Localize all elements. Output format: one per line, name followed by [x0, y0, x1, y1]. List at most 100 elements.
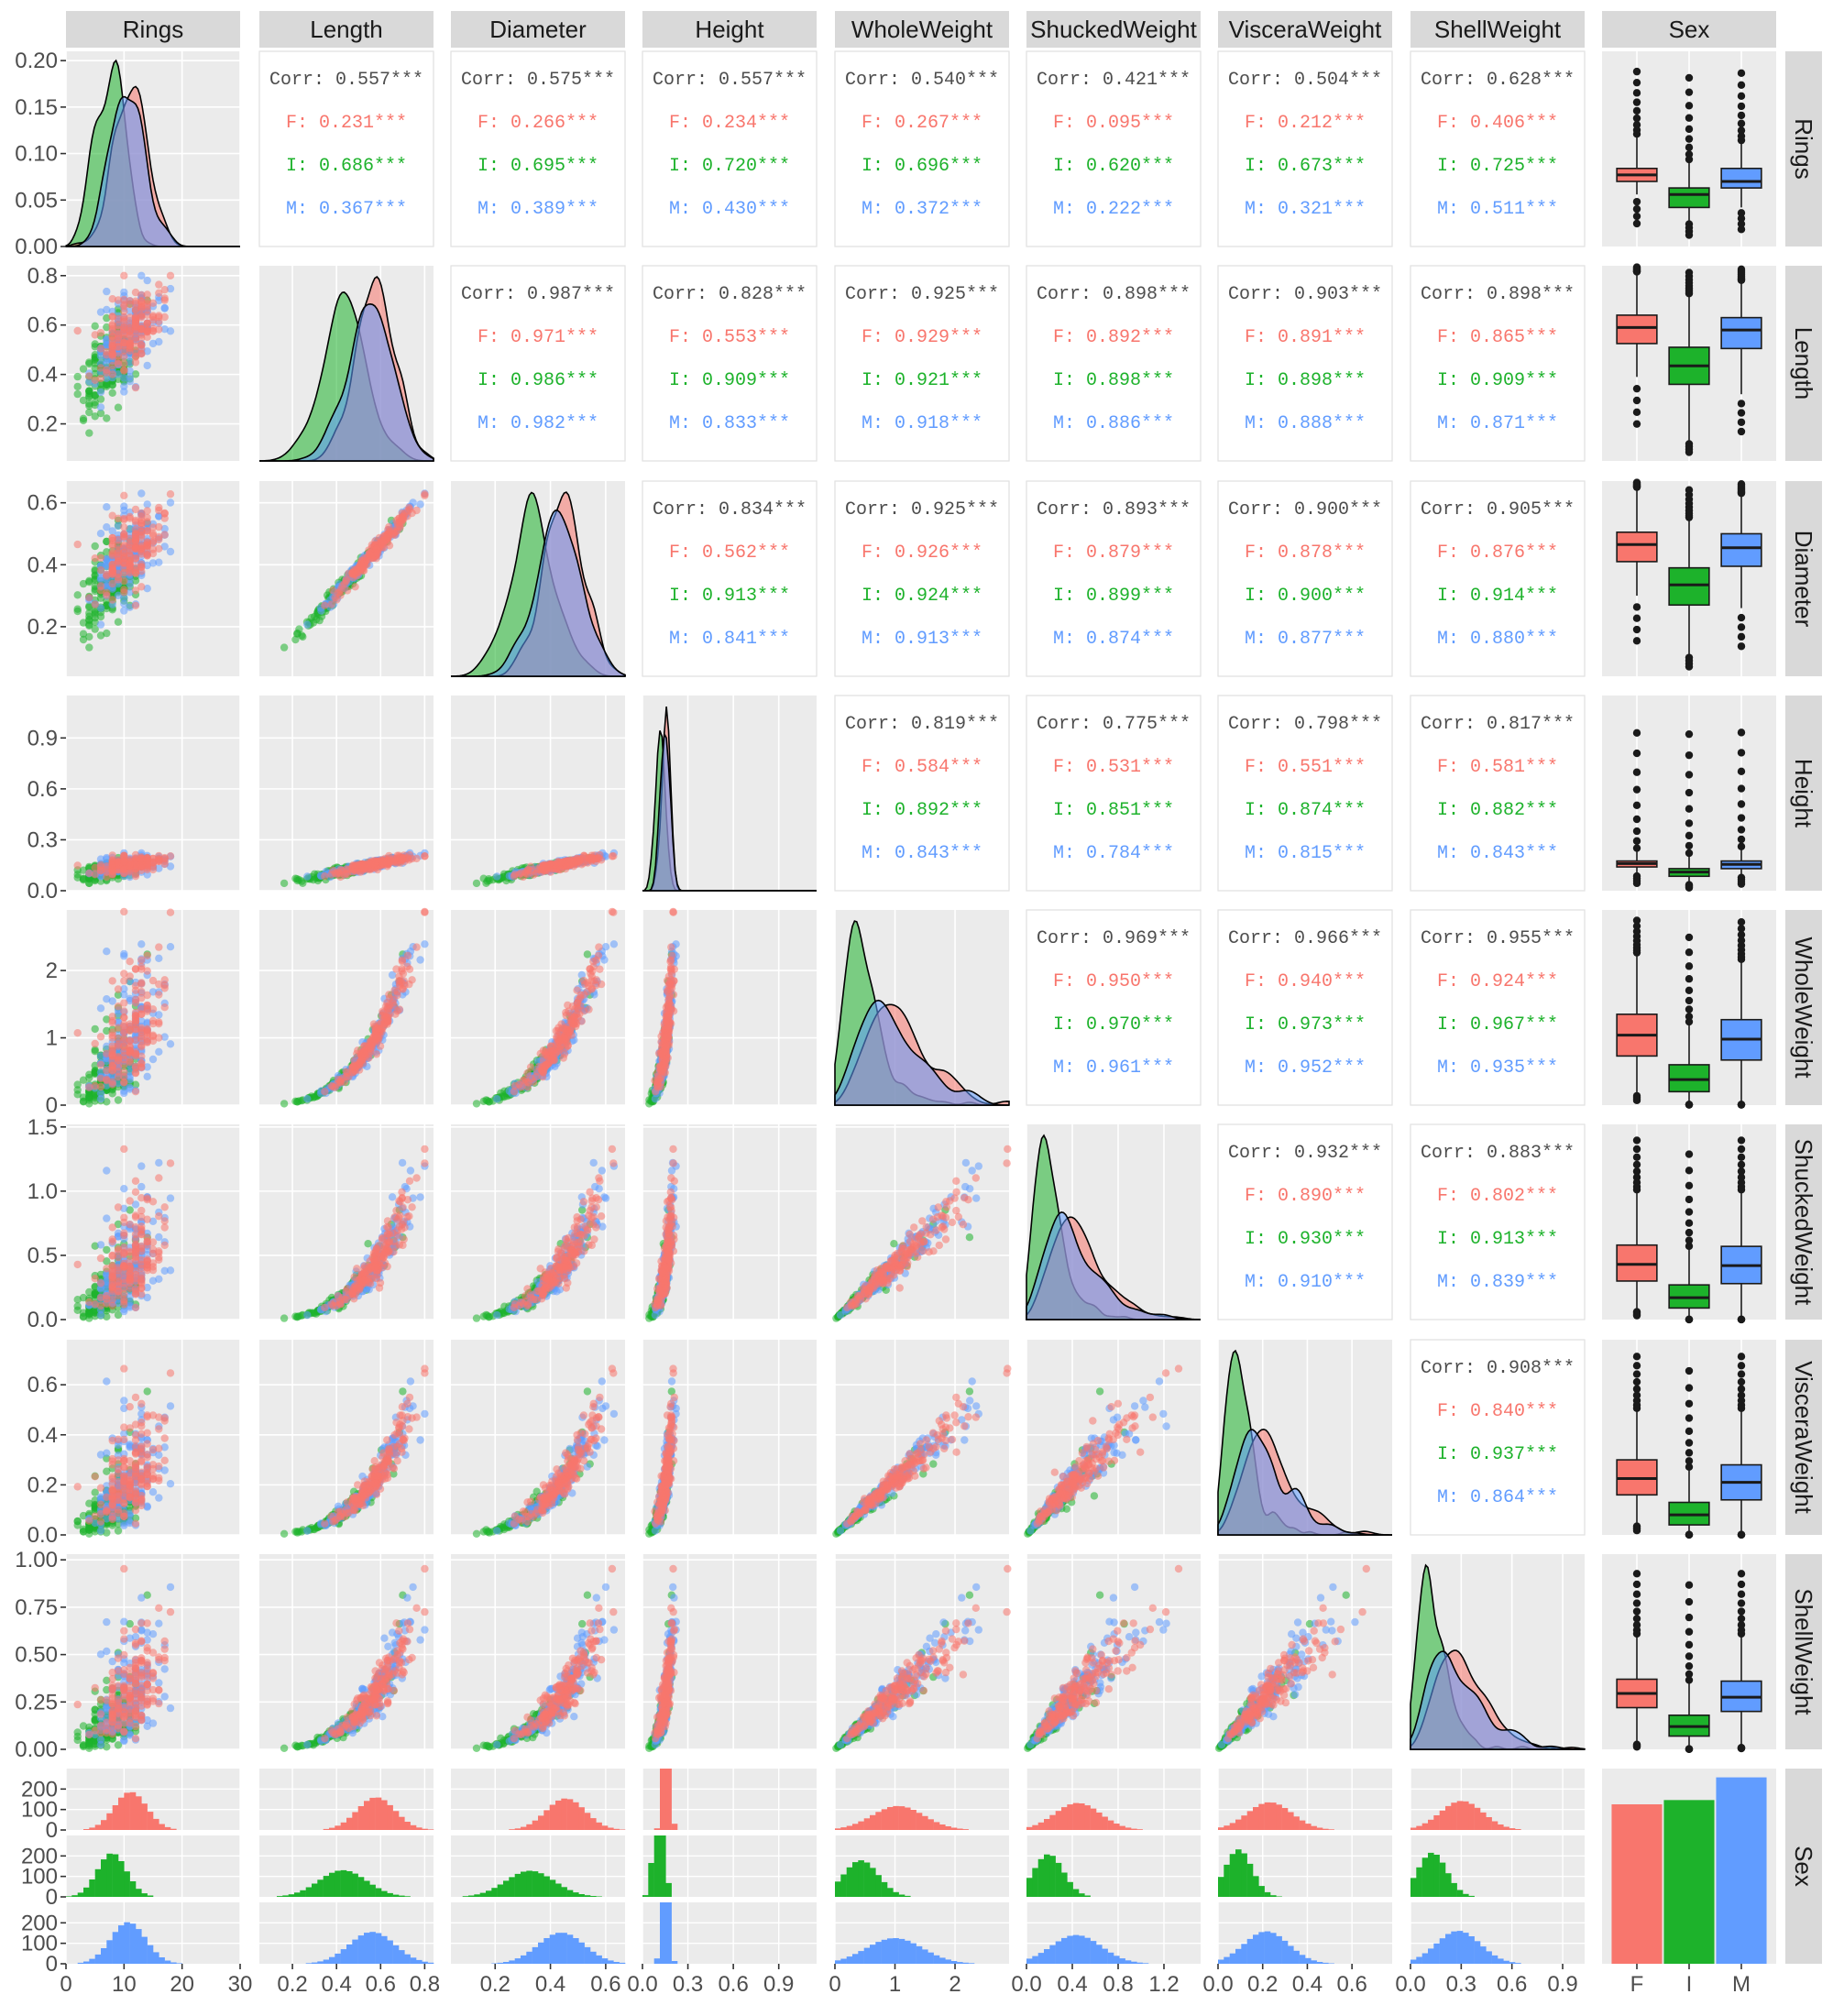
corr-M: M: 0.367***	[286, 199, 407, 220]
point-I	[79, 876, 88, 884]
scatter-Diameter-vs-Rings	[65, 481, 241, 676]
point-F	[379, 532, 388, 541]
point-F	[137, 509, 146, 518]
corr-M: M: 0.982***	[477, 413, 598, 434]
scatter-Height-vs-Rings	[65, 696, 241, 892]
corr-I: I: 0.725***	[1437, 156, 1558, 177]
corr-M: M: 0.843***	[1437, 843, 1558, 864]
point-F	[96, 1082, 105, 1091]
point-I	[472, 1100, 481, 1108]
corr-F: F: 0.531***	[1053, 757, 1174, 778]
strip-label-ShuckedWeight: ShuckedWeight	[1030, 16, 1197, 43]
point-F	[120, 970, 128, 978]
strip-top-Length: Length	[259, 11, 434, 48]
point-I	[114, 1096, 123, 1104]
point-F	[421, 907, 429, 916]
point-F	[148, 324, 158, 333]
point-M	[96, 1004, 105, 1013]
corr-F: F: 0.926***	[862, 542, 982, 564]
point-F	[519, 1077, 528, 1085]
strip-right-Sex: Sex	[1785, 1769, 1822, 1964]
corr-overall: Corr: 0.628***	[1421, 70, 1575, 91]
point-I	[85, 608, 93, 618]
strip-right-Diameter: Diameter	[1785, 481, 1822, 676]
corr-M: M: 0.839***	[1437, 1272, 1558, 1293]
point-F	[160, 294, 169, 302]
point-F	[148, 549, 158, 558]
strip-label-Sex: Sex	[1669, 16, 1710, 43]
point-I	[85, 429, 93, 437]
point-F	[131, 981, 140, 990]
point-F	[131, 312, 140, 321]
strip-right-bg	[1785, 910, 1822, 1105]
point-F	[588, 967, 597, 975]
strip-top-Sex: Sex	[1602, 11, 1776, 48]
corr-panel-bg	[1026, 50, 1202, 247]
scatter-WholeWeight-vs-Rings	[65, 907, 241, 1108]
corr-M: M: 0.918***	[862, 413, 982, 434]
corr-M: M: 0.321***	[1245, 199, 1366, 220]
corr-panel-Height-ShellWeight: Corr: 0.817***F: 0.581***I: 0.882***M: 0…	[1410, 695, 1586, 892]
corr-M: M: 0.877***	[1245, 629, 1366, 650]
point-F	[359, 566, 368, 575]
corr-I: I: 0.967***	[1437, 1014, 1558, 1035]
corr-panel-bg	[1410, 695, 1586, 892]
corr-overall: Corr: 0.819***	[845, 714, 999, 735]
point-F	[143, 311, 151, 319]
point-F	[412, 506, 421, 515]
point-I	[73, 372, 82, 381]
point-F	[143, 1024, 151, 1033]
corr-M: M: 0.843***	[862, 843, 982, 864]
strip-right-Length: Length	[1785, 266, 1822, 461]
corr-M: M: 0.952***	[1245, 1057, 1366, 1079]
point-F	[120, 516, 128, 524]
corr-M: M: 0.372***	[862, 199, 982, 220]
point-M	[166, 1040, 175, 1048]
corr-overall: Corr: 0.900***	[1228, 499, 1382, 520]
strip-top-bg	[642, 11, 817, 48]
corr-M: M: 0.871***	[1437, 413, 1558, 434]
point-F	[96, 586, 105, 595]
strip-label-Height: Height	[695, 16, 764, 43]
corr-F: F: 0.892***	[1053, 327, 1174, 348]
strip-label-ShellWeight: ShellWeight	[1790, 1588, 1817, 1715]
corr-I: I: 0.892***	[862, 800, 982, 821]
point-F	[131, 288, 140, 297]
point-F	[108, 1034, 116, 1042]
point-F	[596, 965, 604, 973]
point-F	[131, 965, 140, 973]
corr-panel-ShuckedWeight-ShellWeight: Corr: 0.883***F: 0.802***I: 0.913***M: 0…	[1410, 1123, 1586, 1320]
point-F	[85, 1083, 93, 1091]
point-I	[91, 542, 99, 551]
corr-overall: Corr: 0.898***	[1421, 284, 1575, 305]
point-F	[538, 1063, 546, 1071]
corr-overall: Corr: 0.955***	[1421, 928, 1575, 949]
point-F	[396, 981, 404, 990]
corr-overall: Corr: 0.540***	[845, 70, 999, 91]
point-M	[96, 403, 105, 411]
point-F	[321, 872, 329, 881]
corr-I: I: 0.930***	[1245, 1229, 1366, 1250]
point-F	[137, 1043, 146, 1051]
corr-panel-Diameter-WholeWeight: Corr: 0.925***F: 0.926***I: 0.924***M: 0…	[834, 480, 1010, 677]
point-I	[108, 389, 116, 397]
point-I	[73, 871, 82, 879]
point-F	[143, 538, 151, 546]
point-I	[96, 631, 105, 640]
point-F	[126, 562, 134, 571]
point-F	[137, 334, 146, 343]
point-F	[108, 327, 116, 335]
strip-right-bg	[1785, 481, 1822, 676]
corr-panel-bg	[834, 480, 1010, 677]
point-M	[103, 305, 111, 314]
point-F	[155, 506, 163, 515]
corr-M: M: 0.222***	[1053, 199, 1174, 220]
strip-label-Sex: Sex	[1790, 1846, 1817, 1887]
point-F	[592, 976, 600, 984]
corr-F: F: 0.971***	[477, 327, 598, 348]
point-F	[148, 530, 158, 538]
point-F	[556, 1032, 565, 1041]
corr-I: I: 0.937***	[1437, 1444, 1558, 1465]
point-I	[114, 403, 123, 411]
point-F	[143, 856, 151, 865]
